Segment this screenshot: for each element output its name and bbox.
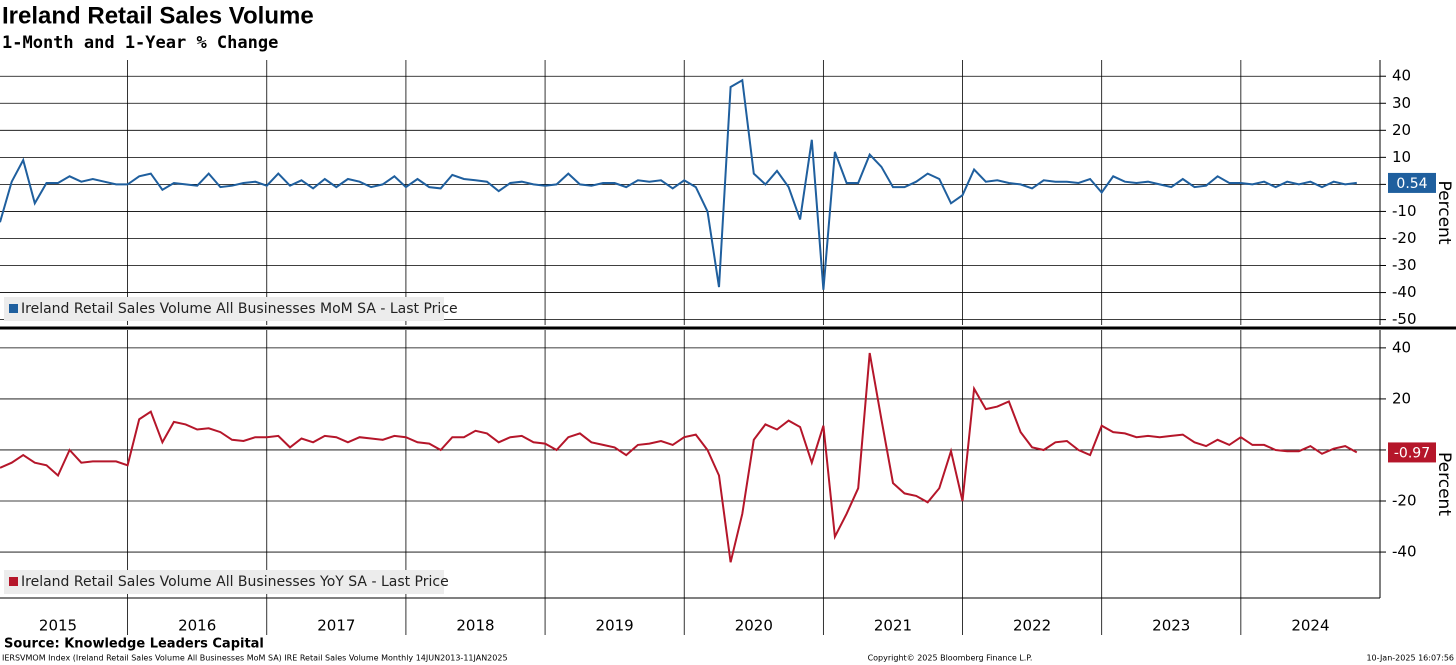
y-tick-label: 20: [1392, 389, 1411, 407]
y-tick-label: 20: [1392, 121, 1411, 139]
legend-box: [4, 297, 444, 321]
legend-label: Ireland Retail Sales Volume All Business…: [21, 574, 449, 590]
chart-title: Ireland Retail Sales Volume: [2, 2, 314, 29]
y-tick-label: 10: [1392, 148, 1411, 166]
y-tick-label: -20: [1392, 229, 1417, 247]
chart-subtitle: 1-Month and 1-Year % Change: [2, 33, 278, 53]
legend-swatch: [9, 577, 18, 586]
y-tick-label: -40: [1392, 283, 1417, 301]
y-tick-label: -20: [1392, 492, 1417, 510]
footer-left: IERSVMOM Index (Ireland Retail Sales Vol…: [2, 654, 508, 663]
x-tick-label: 2021: [874, 617, 912, 635]
y-tick-label: 40: [1392, 338, 1411, 356]
x-tick-label: 2018: [456, 617, 494, 635]
last-value-label: -0.97: [1394, 445, 1430, 461]
x-tick-label: 2024: [1291, 617, 1329, 635]
y-tick-label: -40: [1392, 543, 1417, 561]
x-tick-label: 2015: [39, 617, 77, 635]
data-line: [0, 78, 1357, 290]
y-tick-label: -30: [1392, 256, 1417, 274]
x-tick-label: 2019: [596, 617, 634, 635]
y-tick-label: -50: [1392, 310, 1417, 328]
x-tick-label: 2016: [178, 617, 216, 635]
y-axis-label: Percent: [1434, 181, 1454, 245]
x-tick-label: 2017: [317, 617, 355, 635]
legend-swatch: [9, 304, 18, 313]
x-tick-label: 2023: [1152, 617, 1190, 635]
legend-box: [4, 570, 444, 594]
y-tick-label: -10: [1392, 202, 1417, 220]
y-axis-label: Percent: [1434, 452, 1454, 516]
footer-center: Copyright© 2025 Bloomberg Finance L.P.: [868, 654, 1033, 663]
last-value-badge: [1388, 172, 1436, 193]
last-value-badge: [1388, 442, 1436, 463]
data-line: [0, 352, 1358, 563]
x-tick-label: 2020: [735, 617, 773, 635]
y-tick-label: 40: [1392, 67, 1411, 85]
legend-label: Ireland Retail Sales Volume All Business…: [21, 301, 458, 317]
y-tick-label: 30: [1392, 94, 1411, 112]
x-tick-label: 2022: [1013, 617, 1051, 635]
last-value-label: 0.54: [1396, 176, 1427, 192]
footer-right: 10-Jan-2025 16:07:56: [1366, 654, 1454, 663]
source: Source: Knowledge Leaders Capital: [4, 637, 264, 652]
